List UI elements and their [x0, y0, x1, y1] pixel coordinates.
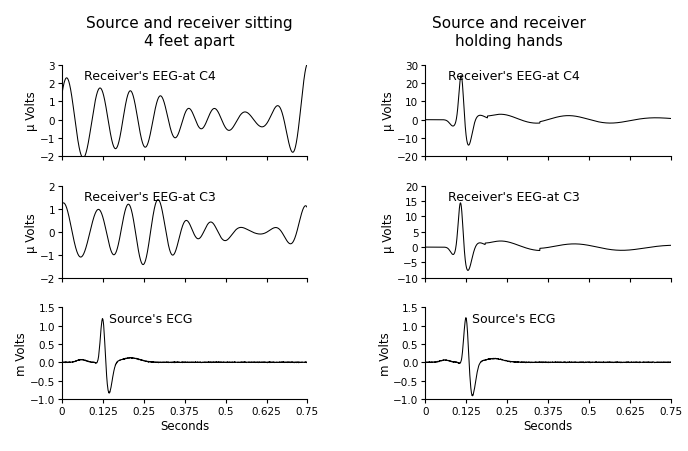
Text: Receiver's EEG-at C4: Receiver's EEG-at C4 [448, 70, 579, 83]
Text: Receiver's EEG-at C4: Receiver's EEG-at C4 [85, 70, 216, 83]
Text: Source's ECG: Source's ECG [472, 312, 555, 325]
Text: Source's ECG: Source's ECG [109, 312, 192, 325]
Text: Receiver's EEG-at C3: Receiver's EEG-at C3 [448, 191, 579, 204]
Y-axis label: m Volts: m Volts [378, 331, 391, 375]
X-axis label: Seconds: Seconds [160, 419, 209, 432]
X-axis label: Seconds: Seconds [524, 419, 572, 432]
Y-axis label: m Volts: m Volts [15, 331, 28, 375]
Y-axis label: μ Volts: μ Volts [25, 92, 39, 131]
Text: Source and receiver sitting
4 feet apart: Source and receiver sitting 4 feet apart [86, 16, 292, 49]
Y-axis label: μ Volts: μ Volts [25, 212, 39, 252]
Y-axis label: μ Volts: μ Volts [382, 92, 395, 131]
Text: Source and receiver
holding hands: Source and receiver holding hands [432, 16, 586, 49]
Y-axis label: μ Volts: μ Volts [382, 212, 395, 252]
Text: Receiver's EEG-at C3: Receiver's EEG-at C3 [85, 191, 216, 204]
